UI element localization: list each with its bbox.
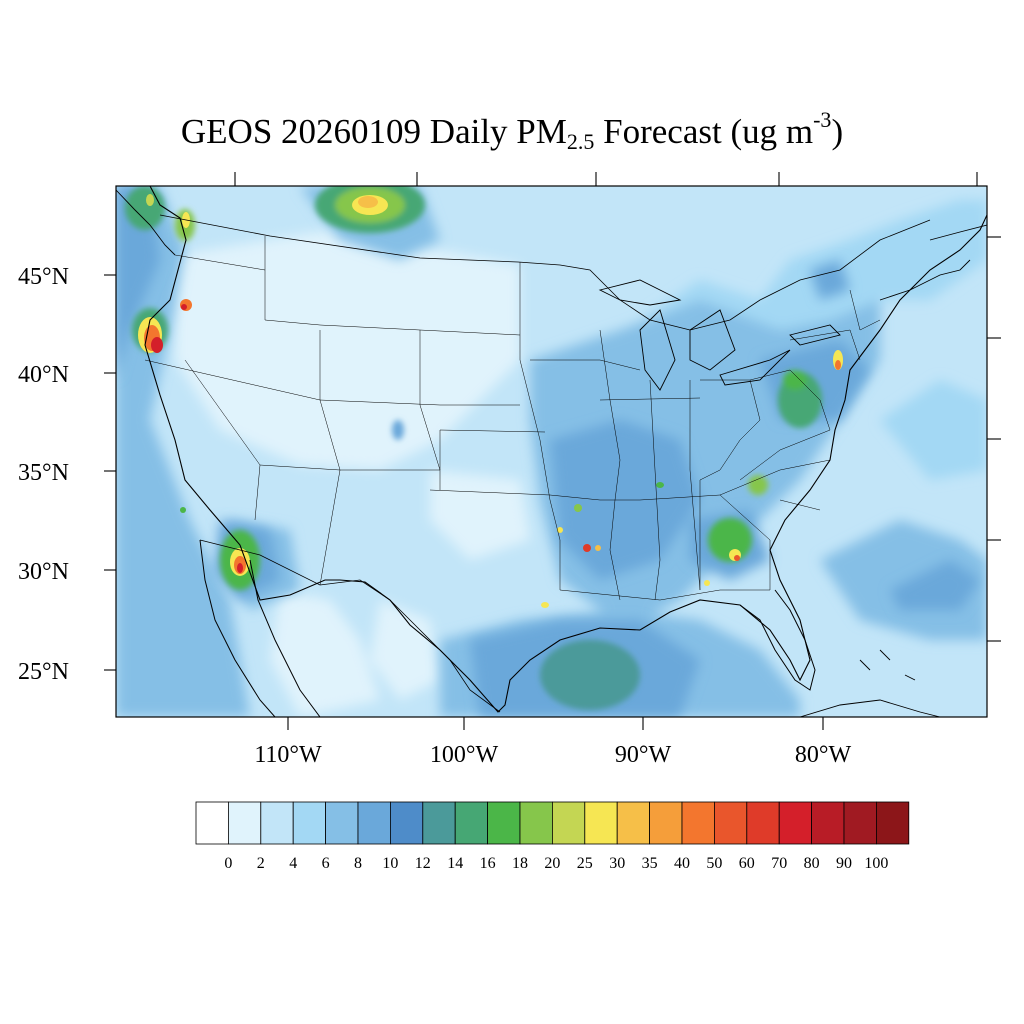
- lat-label-30: 30°N: [18, 559, 69, 585]
- colorbar-label: 12: [415, 855, 431, 872]
- lon-label-100: 100°W: [430, 742, 499, 768]
- colorbar-swatch: [325, 801, 359, 845]
- colorbar-label: 25: [577, 855, 593, 872]
- colorbar-swatch: [746, 801, 780, 845]
- great-lakes: [598, 279, 841, 391]
- florida-coast: [739, 589, 816, 691]
- colorbar-label: 100: [864, 855, 888, 872]
- map-title: GEOS 20260109 Daily PM2.5 Forecast (ug m…: [0, 109, 1024, 154]
- lat-label-35: 35°N: [18, 460, 69, 486]
- lon-label-90: 90°W: [615, 742, 672, 768]
- colorbar-swatch: [552, 801, 586, 845]
- colorbar-swatch: [843, 801, 877, 845]
- colorbar: 0 2 4 6 8 10 12 14 16 18 20 25 30 35 40 50 60 70 80 90 100: [195, 801, 910, 872]
- nova-scotia: [879, 224, 987, 301]
- colorbar-label: 90: [836, 855, 852, 872]
- lat-label-40: 40°N: [18, 362, 69, 388]
- colorbar-label: 14: [447, 855, 463, 872]
- title-subscript: 2.5: [566, 129, 595, 154]
- colorbar-label: 10: [382, 855, 398, 872]
- title-superscript: -3: [813, 107, 832, 132]
- colorbar-label: 2: [257, 855, 265, 872]
- colorbar-label: 4: [289, 855, 297, 872]
- colorbar-swatch: [195, 801, 229, 845]
- longitude-labels: 110°W 100°W 90°W 80°W: [254, 742, 851, 768]
- colorbar-label: 20: [544, 855, 560, 872]
- colorbar-label: 18: [512, 855, 528, 872]
- lon-label-80: 80°W: [795, 742, 852, 768]
- lon-label-110: 110°W: [254, 742, 322, 768]
- colorbar-swatch: [519, 801, 553, 845]
- colorbar-swatch: [422, 801, 456, 845]
- colorbar-swatch: [454, 801, 489, 845]
- us-outline: [144, 186, 987, 713]
- colorbar-label: 0: [224, 855, 232, 872]
- colorbar-swatch: [681, 801, 715, 845]
- vancouver-island: [116, 189, 176, 256]
- colorbar-swatch: [714, 801, 748, 845]
- colorbar-label: 70: [771, 855, 787, 872]
- colorbar-swatch: [292, 801, 327, 845]
- colorbar-swatch: [616, 801, 651, 845]
- colorbar-swatch: [487, 801, 521, 845]
- colorbar-swatch: [811, 801, 845, 845]
- colorbar-swatch: [649, 801, 683, 845]
- mexico-border: [199, 539, 501, 713]
- colorbar-label: 60: [739, 855, 755, 872]
- map-frame: [115, 185, 988, 718]
- pm25-field: [116, 186, 987, 717]
- baja-coast: [199, 539, 321, 717]
- colorbar-swatch: [876, 801, 910, 845]
- colorbar-swatch: [260, 801, 294, 845]
- colorbar-swatch: [389, 801, 424, 845]
- colorbar-swatch: [227, 801, 262, 845]
- title-prefix: GEOS 20260109 Daily PM: [180, 112, 567, 151]
- low-concentration-areas: [175, 230, 530, 717]
- cuba-bahamas: [799, 649, 941, 717]
- colorbar-swatch: [584, 801, 618, 845]
- colorbar-label: 30: [609, 855, 625, 872]
- latitude-labels: 45°N 40°N 35°N 30°N 25°N: [18, 264, 69, 685]
- colorbar-label: 40: [674, 855, 690, 872]
- colorbar-label: 35: [642, 855, 658, 872]
- axis-ticks: [104, 172, 1001, 730]
- colorbar-label: 16: [480, 855, 496, 872]
- high-concentration-areas: [125, 186, 822, 710]
- colorbar-label: 80: [804, 855, 820, 872]
- colorbar-label: 8: [354, 855, 362, 872]
- boundaries: [116, 186, 987, 717]
- state-lines: [144, 236, 881, 601]
- colorbar-swatch: [778, 801, 813, 845]
- title-middle: Forecast (ug m: [594, 112, 814, 151]
- title-suffix: ): [831, 112, 844, 151]
- hotspots: [138, 194, 843, 608]
- lat-label-25: 25°N: [18, 659, 69, 685]
- colorbar-label: 6: [322, 855, 330, 872]
- colorbar-label: 50: [706, 855, 722, 872]
- lat-label-45: 45°N: [18, 264, 69, 290]
- colorbar-swatch: [357, 801, 391, 845]
